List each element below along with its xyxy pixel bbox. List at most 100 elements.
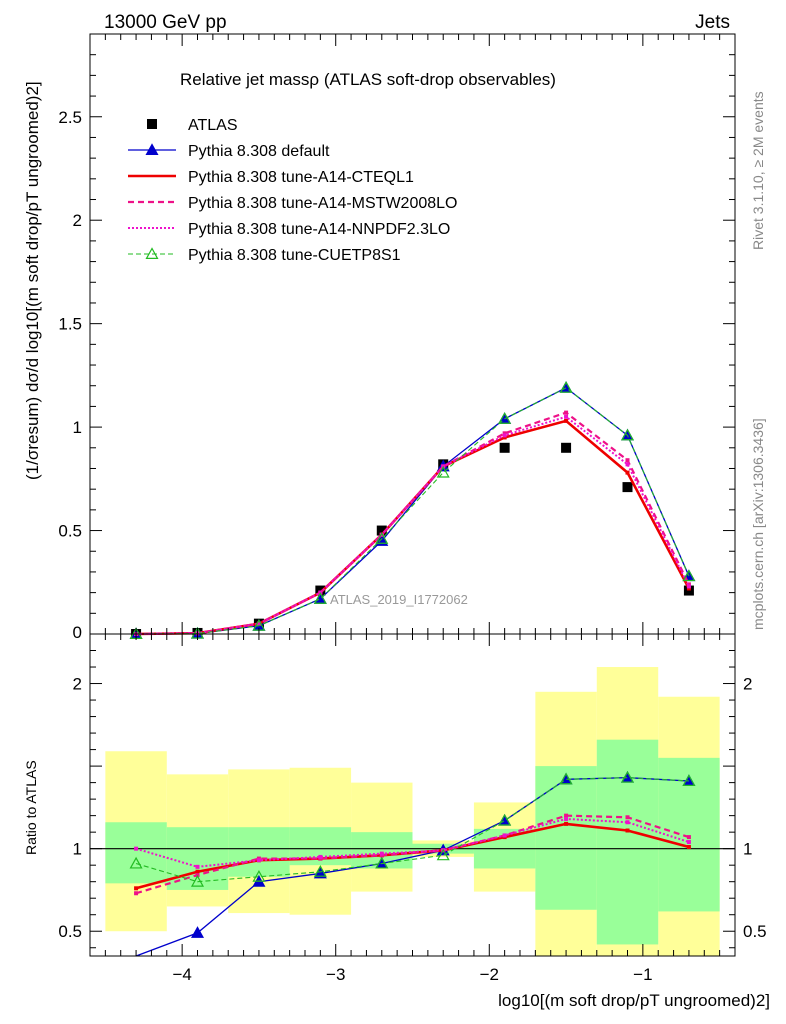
legend-label-pythia-8-308-tune-a14-nnpdf2-3lo: Pythia 8.308 tune-A14-NNPDF2.3LO — [188, 221, 450, 238]
ratio-point-pythia-8-308-tune-a14-nnpdf2-3lo — [686, 840, 691, 845]
legend-marker-pythia-8-308-default — [145, 143, 159, 155]
mcplots-label: mcplots.cern.ch [arXiv:1306.3436] — [750, 418, 766, 630]
ratio-point-pythia-8-308-tune-cuetp8s1 — [190, 874, 205, 887]
point-pythia-8-308-tune-cuetp8s1 — [559, 381, 573, 393]
point-pythia-8-308-tune-cuetp8s1 — [436, 465, 450, 478]
ratio-point-pythia-8-308-tune-a14-cteql1 — [564, 821, 569, 826]
ratio-point-pythia-8-308-tune-cuetp8s1 — [498, 813, 512, 826]
band-inner — [596, 739, 659, 945]
point-pythia-8-308-tune-a14-mstw2008lo — [564, 410, 569, 415]
point-pythia-8-308-tune-cuetp8s1 — [313, 592, 327, 604]
point-atlas — [499, 442, 510, 453]
ratio-point-pythia-8-308-tune-cuetp8s1 — [559, 772, 573, 785]
y-tick-label: 2 — [73, 211, 82, 230]
ratio-point-pythia-8-308-tune-a14-nnpdf2-3lo — [564, 816, 569, 821]
point-pythia-8-308-tune-a14-mstw2008lo — [625, 458, 630, 463]
header-left: 13000 GeV pp — [104, 12, 227, 33]
point-pythia-8-308-tune-cuetp8s1 — [498, 412, 512, 424]
legend-marker-pythia-8-308-tune-cuetp8s1 — [145, 247, 159, 259]
legend: ATLAS Pythia 8.308 default Pythia 8.308 tu… — [128, 117, 457, 264]
ratio-point-pythia-8-308-tune-cuetp8s1 — [313, 865, 327, 877]
point-atlas — [315, 585, 326, 596]
ratio-y-tick-labels: 0.5 0.5 1 1 2 2 — [58, 675, 766, 942]
ratio-point-pythia-8-308-tune-a14-nnpdf2-3lo — [256, 858, 261, 863]
plot-title: Relative jet massρ (ATLAS soft-drop obse… — [180, 70, 556, 89]
ratio-panel-series — [129, 770, 696, 957]
y-tick-label: 1 — [73, 840, 82, 859]
ratio-line-pythia-8-308-tune-a14-mstw2008lo — [135, 814, 690, 895]
point-pythia-8-308-tune-cuetp8s1 — [682, 569, 696, 582]
point-pythia-8-308-tune-a14-nnpdf2-3lo — [502, 433, 507, 438]
point-pythia-8-308-tune-cuetp8s1 — [620, 428, 635, 441]
ratio-point-pythia-8-308-tune-a14-mstw2008lo — [625, 815, 630, 820]
ratio-point-pythia-8-308-tune-a14-mstw2008lo — [134, 891, 139, 896]
point-pythia-8-308-tune-a14-cteql1 — [564, 418, 569, 423]
ratio-point-pythia-8-308-tune-a14-cteql1 — [134, 886, 139, 891]
point-pythia-8-308-tune-a14-cteql1 — [686, 586, 691, 591]
point-pythia-8-308-tune-a14-nnpdf2-3lo — [564, 414, 569, 419]
point-pythia-8-308-tune-a14-mstw2008lo — [686, 582, 691, 587]
ratio-uncertainty-bands — [90, 667, 735, 956]
header-right: Jets — [695, 12, 730, 33]
y-tick-label-right: 2 — [743, 675, 752, 694]
y-tick-label: 1 — [73, 418, 82, 437]
band-inner — [105, 822, 167, 884]
ratio-panel-frame — [89, 633, 736, 957]
ratio-point-pythia-8-308-default — [313, 866, 327, 879]
ratio-point-pythia-8-308-tune-a14-nnpdf2-3lo — [379, 851, 384, 856]
legend-label-pythia-8-308-tune-a14-cteql1: Pythia 8.308 tune-A14-CTEQL1 — [188, 169, 414, 186]
point-atlas — [561, 442, 572, 453]
y-axis-label-ratio: Ratio to ATLAS — [23, 760, 39, 855]
ratio-point-pythia-8-308-tune-a14-cteql1 — [195, 869, 200, 874]
x-tick-label: −3 — [326, 965, 345, 984]
y-tick-label-right: 1 — [743, 840, 752, 859]
point-pythia-8-308-tune-a14-mstw2008lo — [502, 431, 507, 436]
y-tick-label: 2 — [73, 675, 82, 694]
ratio-point-pythia-8-308-tune-cuetp8s1 — [375, 856, 389, 869]
ratio-point-pythia-8-308-tune-a14-nnpdf2-3lo — [625, 820, 630, 825]
x-tick-label: −4 — [172, 965, 191, 984]
point-atlas — [622, 482, 633, 493]
x-tick-labels: −4 −3 −2 −1 — [172, 965, 652, 984]
ratio-point-pythia-8-308-tune-cuetp8s1 — [129, 856, 143, 869]
ratio-point-pythia-8-308-tune-a14-nnpdf2-3lo — [318, 854, 323, 859]
ratio-point-pythia-8-308-tune-a14-cteql1 — [686, 845, 691, 850]
y-tick-label: 0.5 — [58, 922, 82, 941]
y-tick-label: 0.5 — [58, 522, 82, 541]
point-pythia-8-308-tune-a14-nnpdf2-3lo — [379, 532, 384, 537]
legend-label-atlas: ATLAS — [188, 117, 238, 134]
main-plot-border — [89, 33, 736, 635]
y-tick-label: 0 — [73, 623, 82, 642]
ratio-point-pythia-8-308-tune-cuetp8s1 — [436, 848, 450, 861]
x-axis-label: log10[(m soft drop/pT ungroomed)2] — [498, 991, 770, 1010]
analysis-watermark: ATLAS_2019_I1772062 — [330, 592, 468, 607]
point-pythia-8-308-tune-a14-cteql1 — [625, 470, 630, 475]
point-pythia-8-308-tune-cuetp8s1 — [375, 532, 389, 544]
legend-label-pythia-8-308-tune-a14-mstw2008lo: Pythia 8.308 tune-A14-MSTW2008LO — [188, 195, 457, 212]
ratio-point-pythia-8-308-tune-a14-nnpdf2-3lo — [502, 833, 507, 838]
y-tick-label: 1.5 — [58, 315, 82, 334]
y-tick-label-right: 0.5 — [743, 922, 767, 941]
legend-marker-atlas — [147, 119, 157, 129]
point-pythia-8-308-tune-a14-nnpdf2-3lo — [686, 584, 691, 589]
legend-label-pythia-8-308-tune-cuetp8s1: Pythia 8.308 tune-CUETP8S1 — [188, 247, 401, 264]
point-pythia-8-308-tune-a14-cteql1 — [502, 435, 507, 440]
ratio-point-pythia-8-308-tune-cuetp8s1 — [620, 770, 635, 783]
y-axis-label-main: (1/σresum) dσ/d log10[(m soft drop/pT un… — [23, 81, 42, 480]
y-tick-label: 2.5 — [58, 108, 82, 127]
band-inner — [535, 766, 597, 910]
ratio-point-pythia-8-308-tune-cuetp8s1 — [252, 870, 266, 882]
main-y-tick-labels: 0.5 1 1.5 2 2.5 0 — [58, 108, 82, 642]
ratio-line-pythia-8-308-default — [135, 777, 689, 957]
ratio-line-pythia-8-308-tune-cuetp8s1 — [135, 777, 689, 883]
rivet-label: Rivet 3.1.10, ≥ 2M events — [750, 91, 766, 250]
point-atlas — [683, 585, 694, 596]
ratio-point-pythia-8-308-tune-cuetp8s1 — [682, 774, 696, 786]
x-tick-label: −2 — [480, 965, 499, 984]
ratio-point-pythia-8-308-tune-a14-mstw2008lo — [686, 835, 691, 840]
ratio-point-pythia-8-308-default — [190, 926, 205, 938]
point-atlas — [376, 525, 387, 536]
ratio-point-pythia-8-308-tune-a14-nnpdf2-3lo — [195, 864, 200, 869]
ratio-point-pythia-8-308-tune-a14-nnpdf2-3lo — [134, 846, 139, 851]
